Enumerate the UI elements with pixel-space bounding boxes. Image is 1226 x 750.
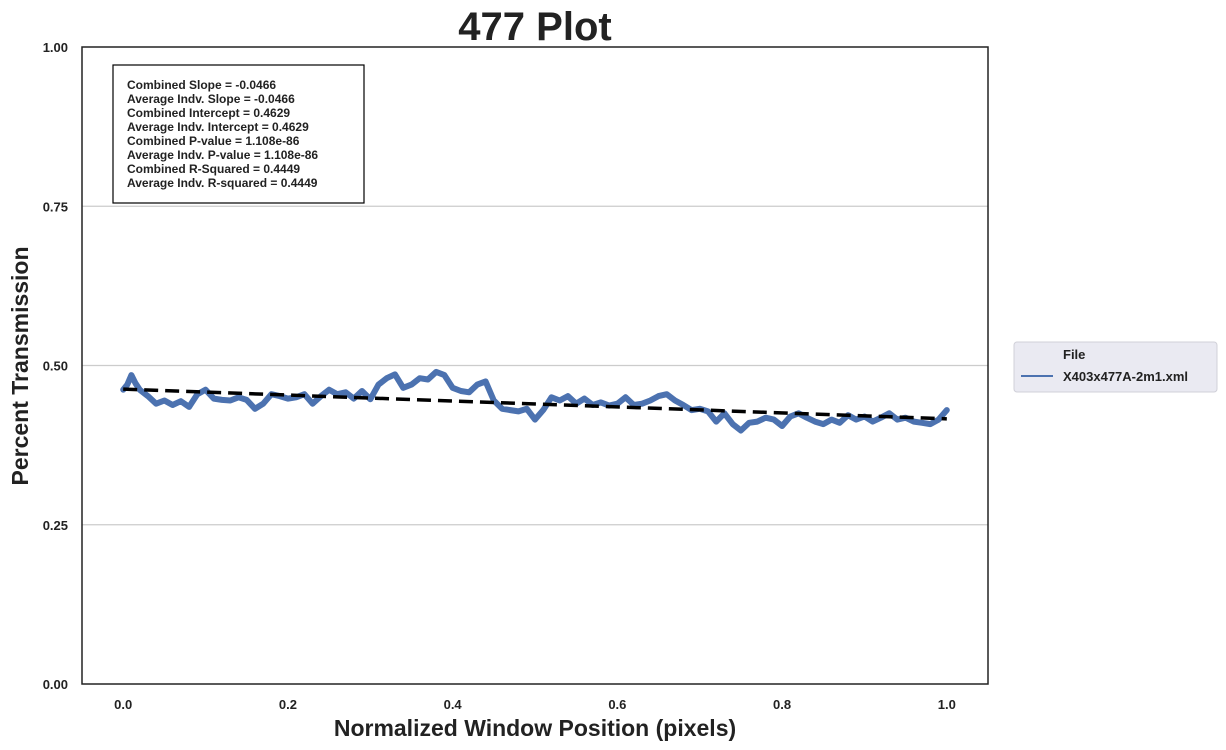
legend: File X403x477A-2m1.xml [1013, 341, 1218, 393]
x-tick-label: 0.6 [608, 697, 626, 712]
legend-entry-label: X403x477A-2m1.xml [1063, 369, 1188, 384]
y-tick-label: 0.50 [43, 359, 68, 374]
data-series-line [120, 368, 950, 434]
stats-line: Combined Intercept = 0.4629 [127, 106, 290, 120]
x-axis-label: Normalized Window Position (pixels) [334, 715, 736, 741]
y-tick-label: 1.00 [43, 40, 68, 55]
legend-frame [1013, 341, 1218, 393]
stats-line: Combined R-Squared = 0.4449 [127, 162, 300, 176]
y-tick-label: 0.00 [43, 677, 68, 692]
x-tick-label: 0.2 [279, 697, 297, 712]
stats-line: Average Indv. R-squared = 0.4449 [127, 176, 318, 190]
x-tick-label: 0.8 [773, 697, 791, 712]
stats-box-frame [112, 64, 365, 204]
plot-area [120, 368, 950, 434]
y-tick-label: 0.25 [43, 518, 68, 533]
stats-line: Combined P-value = 1.108e-86 [127, 134, 300, 148]
x-axis: 0.0 0.2 0.4 0.6 0.8 1.0 [114, 697, 956, 712]
legend-title: File [1063, 347, 1085, 362]
y-axis-label: Percent Transmission [7, 246, 33, 485]
plot-frame [81, 46, 989, 685]
y-axis: 0.00 0.25 0.50 0.75 1.00 [43, 40, 68, 692]
stats-line: Average Indv. Intercept = 0.4629 [127, 120, 309, 134]
x-tick-label: 0.4 [444, 697, 463, 712]
y-tick-label: 0.75 [43, 199, 68, 214]
stats-line: Combined Slope = -0.0466 [127, 78, 276, 92]
chart-title: 477 Plot [458, 5, 611, 49]
grid [82, 205, 988, 526]
x-tick-label: 1.0 [938, 697, 956, 712]
regression-line [123, 387, 947, 421]
x-tick-label: 0.0 [114, 697, 132, 712]
stats-line: Average Indv. Slope = -0.0466 [127, 92, 295, 106]
stats-line: Average Indv. P-value = 1.108e-86 [127, 148, 318, 162]
